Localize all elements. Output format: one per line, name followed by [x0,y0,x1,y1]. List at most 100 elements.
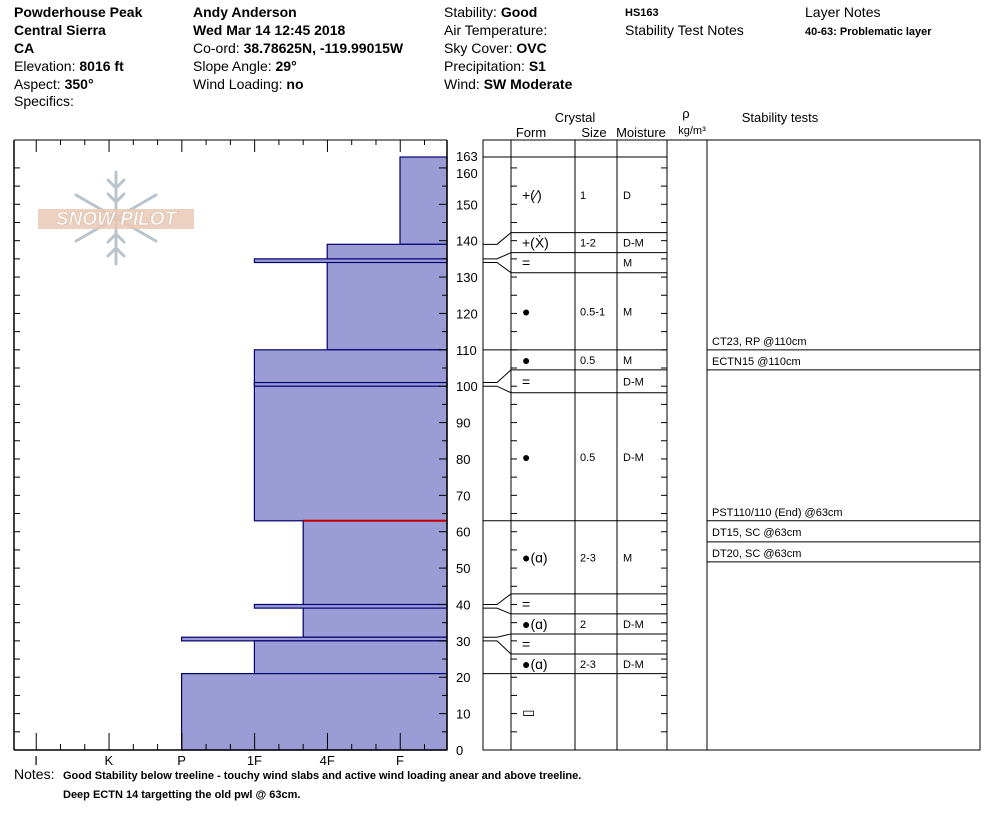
grain-form: = [522,636,530,652]
grain-form: ●(ɑ) [522,656,548,672]
density-unit: kg/m³ [678,125,706,137]
height-label-70: 70 [456,488,470,503]
specifics: Specifics: [14,93,74,109]
logo-text: SNOW PILOT [56,209,178,230]
height-label-130: 130 [456,270,478,285]
stability-test: PST110/110 (End) @63cm [712,507,843,519]
grain-size: 0.5 [580,452,595,464]
hardness-chart: I K P 1F 4F F 0 10 20 30 40 50 60 70 80 90 100 110 120 130 1… [13,139,478,768]
moisture: D [623,190,631,202]
layer-connector [483,385,512,394]
grain-form: = [522,255,530,271]
grain-size: 1 [580,190,586,202]
hardness-bar-0 [399,156,448,245]
height-label-110: 110 [456,343,477,358]
layer-connector [483,593,512,605]
location: Powderhouse Peak [14,4,143,20]
observer: Andy Anderson [193,4,297,20]
stability-tests-header: Stability tests [742,110,819,125]
stability-test: DT15, SC @63cm [712,527,801,539]
notes-line-2: Deep ECTN 14 targetting the old pwl @ 63… [63,789,301,801]
height-label-60: 60 [456,525,470,540]
height-label-100: 100 [456,379,478,394]
layer-connector [483,262,512,274]
moisture: D-M [623,376,644,388]
moisture: M [623,355,632,367]
wind: Wind: SW Moderate [444,76,573,92]
hardness-label-1F: 1F [247,753,262,768]
state: CA [14,40,34,56]
density-header: ρ [682,106,689,121]
height-label-140: 140 [456,234,478,249]
layer-connector [483,640,512,655]
header: Powderhouse Peak Central Sierra CA Eleva… [14,4,932,109]
layer-connector [483,232,512,245]
height-label-90: 90 [456,416,470,431]
datetime: Wed Mar 14 12:45 2018 [193,22,345,38]
hardness-label-P: P [177,753,186,768]
aspect: Aspect: 350° [14,76,94,92]
layer-connector [483,252,512,260]
coord: Co-ord: 38.78625N, -119.99015W [193,40,404,56]
moisture: M [623,306,632,318]
layer-note: 40-63: Problematic layer [805,26,932,38]
hardness-label-F: F [396,753,404,768]
layer-connector [483,633,512,638]
layer-notes-label: Layer Notes [805,4,880,20]
elevation: Elevation: 8016 ft [14,58,124,74]
hardness-label-K: K [104,753,113,768]
grain-form: ●(ɑ) [522,616,548,632]
size-header: Size [581,125,606,140]
hardness-bar-3 [253,349,448,522]
height-label-160: 160 [456,166,478,181]
grain-size: 2 [580,619,586,631]
hardness-bar-9 [181,673,448,751]
grain-form: ▭ [522,704,535,720]
grain-form: +(⁄) [522,187,542,203]
air-temperature: Air Temperature: [444,22,547,38]
hardness-bar-8 [253,640,448,675]
precipitation: Precipitation: S1 [444,58,546,74]
grain-size: 1-2 [580,238,596,250]
grain-size: 0.5-1 [580,306,605,318]
height-label-150: 150 [456,197,478,212]
table-frame [482,139,981,751]
stability-test-notes-label: Stability Test Notes [625,22,744,38]
snow-height: HS163 [625,7,659,19]
height-label-20: 20 [456,670,470,685]
layer-connector [483,369,512,384]
slope-angle: Slope Angle: 29° [193,58,297,74]
stability-test: DT20, SC @63cm [712,548,801,560]
hardness-label-I: I [34,753,38,768]
height-label-163: 163 [456,149,478,164]
height-label-80: 80 [456,452,470,467]
grain-size: 2-3 [580,659,596,671]
height-label-10: 10 [456,707,470,722]
hardness-bar-4 [253,381,448,387]
grain-size: 2-3 [580,552,596,564]
height-label-50: 50 [456,561,470,576]
moisture: M [623,552,632,564]
sky-cover: Sky Cover: OVC [444,40,547,56]
grain-form: +(Ẋ) [522,234,549,251]
stability-test: ECTN15 @110cm [712,356,801,368]
layer-table: +(⁄) 1 D +(Ẋ) 1-2 D-M = M ● 0.5-1 M ● 0.5 M = D-M ● 0.5 D-… [482,139,981,751]
grain-form: ● [522,449,530,465]
range: Central Sierra [14,22,106,38]
stability: Stability: Good [444,4,537,20]
moisture-header: Moisture [616,125,666,140]
hardness-bar-5 [302,520,448,638]
moisture: M [623,258,632,270]
grain-form: = [522,596,530,612]
notes-label: Notes: [14,766,54,782]
notes-line-1: Good Stability below treeline - touchy w… [63,770,581,782]
hardness-bar-2 [253,258,448,264]
stability-test: CT23, RP @110cm [712,336,807,348]
height-label-30: 30 [456,634,470,649]
wind-loading: Wind Loading: no [193,76,304,92]
grain-form: ● [522,303,530,319]
moisture: D-M [623,659,644,671]
crystal-header: Crystal [555,110,596,125]
grain-form: ● [522,352,530,368]
